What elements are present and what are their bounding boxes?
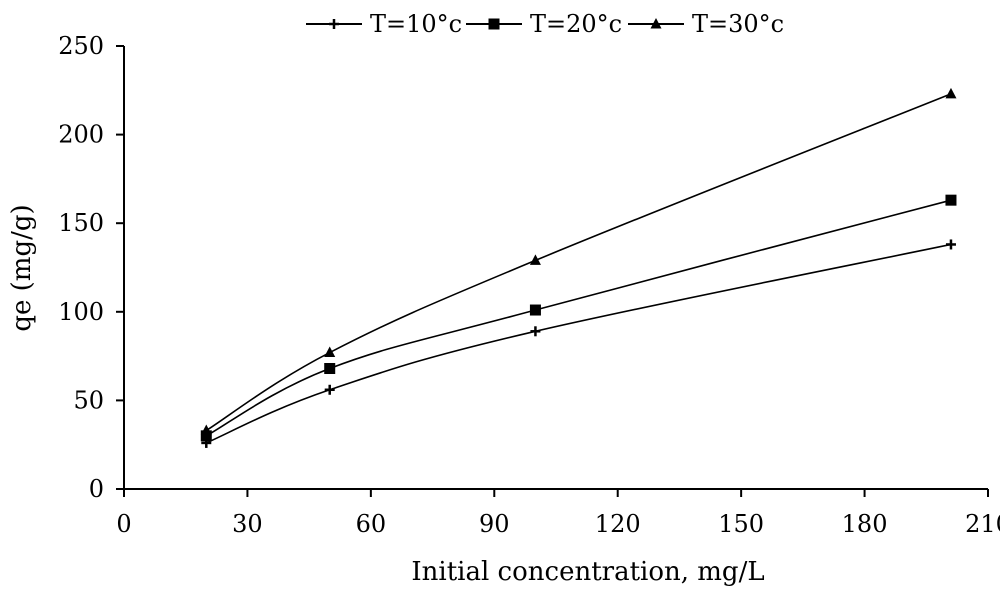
x-tick-label: 120 xyxy=(595,510,641,538)
data-point xyxy=(530,326,541,337)
data-point xyxy=(945,194,957,206)
x-axis-ticks: 0 30 60 90 120 150 180 210 xyxy=(116,489,1000,538)
data-point xyxy=(324,363,336,375)
data-point xyxy=(945,239,956,250)
y-axis-title: qe (mg/g) xyxy=(7,204,37,331)
x-axis-title: Initial concentration, mg/L xyxy=(411,557,764,587)
legend-label: T=30°c xyxy=(692,10,784,38)
x-tick-label: 90 xyxy=(479,510,510,538)
plot-area xyxy=(200,87,957,448)
y-tick-label: 250 xyxy=(58,32,104,60)
y-tick-label: 50 xyxy=(73,386,104,414)
x-tick-label: 0 xyxy=(116,510,131,538)
legend-item: T=30°c xyxy=(628,10,784,38)
x-tick-label: 180 xyxy=(842,510,888,538)
legend-marker xyxy=(329,19,339,29)
x-tick-label: 210 xyxy=(965,510,1000,538)
legend-label: T=20°c xyxy=(530,10,622,38)
y-tick-label: 0 xyxy=(89,475,104,503)
data-point xyxy=(324,346,336,358)
x-tick-label: 60 xyxy=(356,510,387,538)
y-tick-label: 200 xyxy=(58,121,104,149)
legend-marker xyxy=(488,18,500,30)
legend-item: T=10°c xyxy=(306,10,462,38)
y-axis-ticks: 0 50 100 150 200 250 xyxy=(58,32,124,503)
data-point xyxy=(945,87,957,99)
data-point xyxy=(529,304,541,316)
legend-label: T=10°c xyxy=(370,10,462,38)
y-tick-label: 100 xyxy=(58,298,104,326)
series-plus xyxy=(201,239,956,448)
series-line xyxy=(205,243,952,444)
x-tick-label: 150 xyxy=(718,510,764,538)
data-point xyxy=(324,384,335,395)
series-square xyxy=(200,194,957,442)
series-line xyxy=(205,199,952,437)
data-point xyxy=(200,424,212,436)
y-tick-label: 150 xyxy=(58,209,104,237)
legend: T=10°c T=20°c T=30°c xyxy=(306,10,784,38)
series-triangle xyxy=(200,87,957,436)
x-tick-label: 30 xyxy=(232,510,263,538)
axes xyxy=(123,46,988,490)
legend-item: T=20°c xyxy=(466,10,622,38)
data-point xyxy=(200,430,212,442)
series-line xyxy=(205,93,952,432)
legend-marker xyxy=(650,18,662,29)
data-point xyxy=(529,254,541,265)
